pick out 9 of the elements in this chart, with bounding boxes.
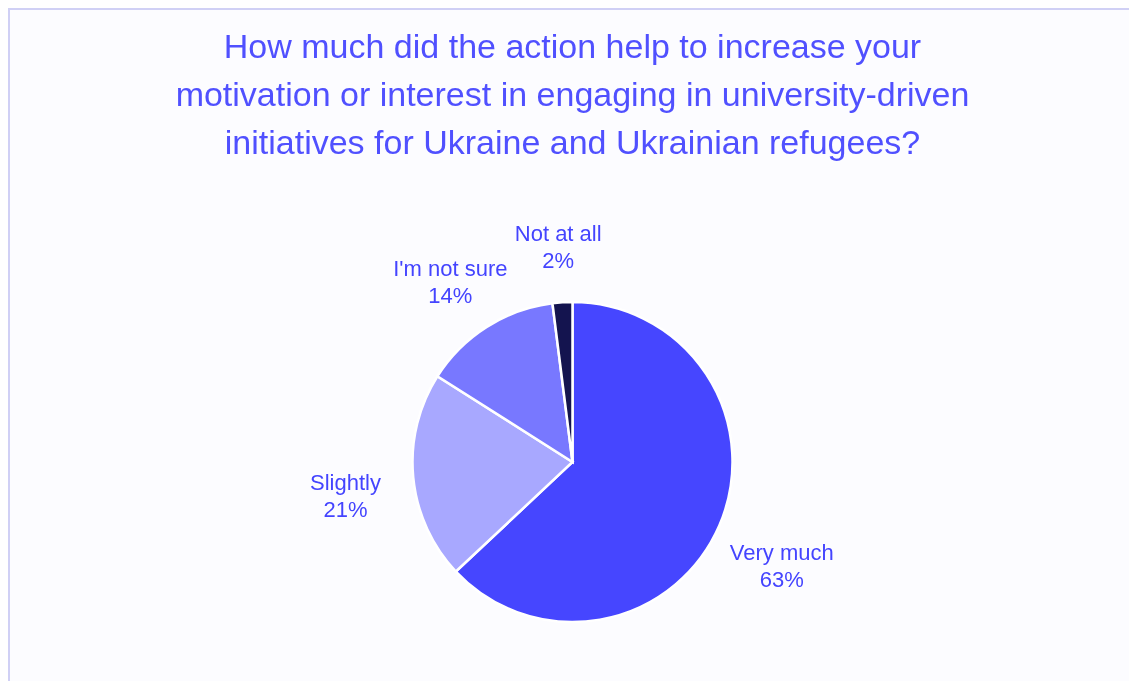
chart-title: How much did the action help to increase your motivation or interest in engaging in university-driven initiatives for Ukraine and Ukrainian refugees? [175,27,970,162]
slice-label: I'm not sure [393,256,508,282]
data-label: 21% [323,497,368,523]
data-label: 14% [428,283,473,309]
slice-label: Not at all [514,221,602,247]
slice-label: Slightly [310,470,381,496]
slice-label: Very much [729,539,834,565]
data-label: 2% [542,248,575,274]
data-label: 63% [759,566,804,592]
